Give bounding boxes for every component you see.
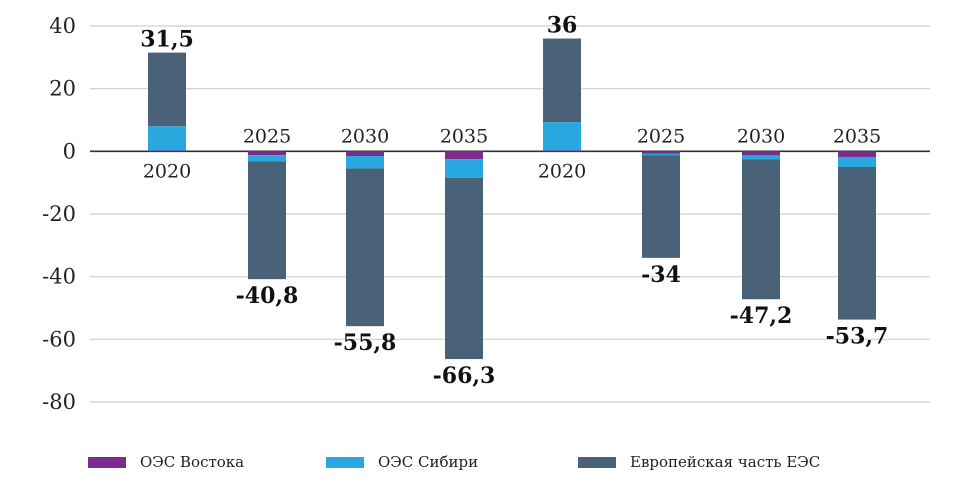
bar-segment-series-2 [346, 168, 384, 327]
bar-segment-series-1 [742, 155, 780, 160]
bar-segment-series-0 [445, 151, 483, 160]
bar-segment-series-0 [642, 151, 680, 154]
bar-segment-series-2 [742, 159, 780, 300]
y-tick-label: -60 [42, 327, 76, 351]
x-category-label: 2035 [440, 125, 488, 147]
y-axis-ticks: 40 20 0 -20 -40 -60 -80 [42, 14, 76, 414]
bar-segment-series-0 [543, 150, 581, 152]
x-category-label: 2025 [243, 125, 291, 147]
bar-segment-series-1 [543, 122, 581, 151]
bar-segment-series-0 [148, 150, 186, 152]
bar-segment-series-2 [248, 161, 286, 280]
bar-segment-series-0 [742, 151, 780, 156]
x-category-label: 2025 [637, 125, 685, 147]
y-tick-label: -20 [42, 202, 76, 226]
y-tick-label: -40 [42, 265, 76, 289]
x-category-label: 2030 [341, 125, 389, 147]
total-data-label: -66,3 [433, 363, 496, 389]
bar-segment-series-2 [838, 167, 876, 320]
bar-segment-series-2 [445, 177, 483, 360]
legend-swatch-europe [578, 456, 616, 468]
labels: 2020 31,5 2025 -40,8 2030 -55,8 2035 -66,3 2020 3… [140, 13, 888, 390]
bars [148, 38, 876, 360]
x-category-label: 2020 [143, 160, 191, 182]
bar-segment-series-1 [642, 153, 680, 156]
legend-item-vostok: ОЭС Востока [88, 447, 244, 477]
bar-segment-series-1 [248, 155, 286, 162]
y-tick-label: 40 [49, 14, 76, 38]
legend-swatch-vostok [88, 456, 126, 468]
bar-segment-series-1 [838, 156, 876, 167]
total-data-label: -47,2 [730, 303, 793, 329]
legend-item-europe: Европейская часть ЕЭС [578, 447, 820, 477]
legend-item-sibir: ОЭС Сибири [326, 447, 478, 477]
x-category-label: 2035 [833, 125, 881, 147]
total-data-label: 36 [547, 13, 578, 39]
total-data-label: -55,8 [334, 330, 397, 356]
total-data-label: -53,7 [826, 324, 889, 350]
legend-label-europe: Европейская часть ЕЭС [630, 453, 821, 471]
total-data-label: -34 [641, 262, 681, 288]
y-tick-label: -80 [42, 390, 76, 414]
bar-segment-series-2 [642, 155, 680, 258]
legend-label-vostok: ОЭС Востока [140, 453, 245, 471]
total-data-label: 31,5 [140, 27, 194, 53]
y-tick-label: 0 [63, 139, 76, 163]
bar-segment-series-0 [346, 151, 384, 157]
stacked-bar-chart: 40 20 0 -20 -40 -60 -80 2020 31,5 2025 -40,8 2030 -… [42, 13, 930, 414]
y-tick-label: 20 [49, 77, 76, 101]
x-category-label: 2020 [538, 160, 586, 182]
legend-swatch-sibir [326, 456, 364, 468]
gridlines [90, 25, 930, 403]
bar-segment-series-2 [543, 38, 581, 123]
total-data-label: -40,8 [236, 283, 299, 309]
legend-label-sibir: ОЭС Сибири [378, 453, 479, 471]
bar-segment-series-2 [148, 52, 186, 127]
bar-segment-series-1 [148, 126, 186, 151]
bar-segment-series-0 [248, 151, 286, 156]
bar-segment-series-0 [838, 151, 876, 157]
x-category-label: 2030 [737, 125, 785, 147]
legend: ОЭС Востока ОЭС Сибири Европейская часть… [0, 447, 974, 477]
bar-segment-series-1 [445, 159, 483, 178]
bar-segment-series-1 [346, 156, 384, 169]
